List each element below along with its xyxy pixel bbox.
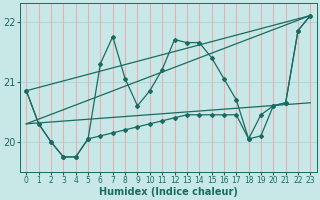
X-axis label: Humidex (Indice chaleur): Humidex (Indice chaleur)	[99, 187, 238, 197]
